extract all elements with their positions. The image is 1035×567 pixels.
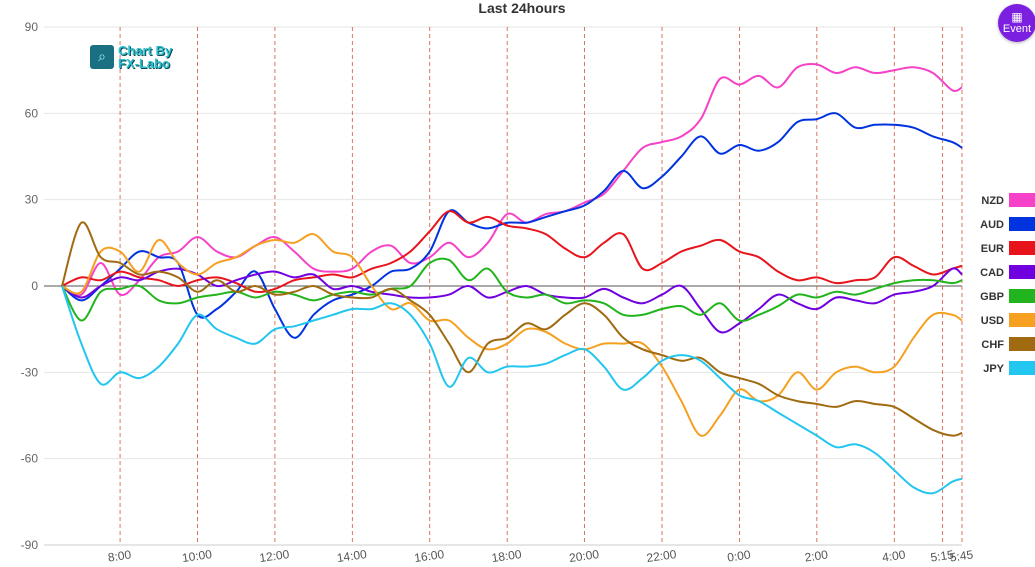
y-tick-label: 90 bbox=[25, 20, 39, 34]
legend-swatch bbox=[1009, 289, 1035, 303]
x-tick-label: 4:00 bbox=[881, 547, 906, 564]
event-button-label: Event bbox=[1002, 23, 1032, 35]
legend-item-aud[interactable]: AUD bbox=[980, 217, 1035, 231]
legend-swatch bbox=[1009, 337, 1035, 351]
legend-label: CAD bbox=[980, 267, 1004, 279]
x-tick-label: 5:15 bbox=[930, 547, 955, 564]
logo-line2: FX-Labo bbox=[118, 56, 170, 71]
chart-magnifier-icon: ⌕ bbox=[90, 45, 114, 69]
legend-item-eur[interactable]: EUR bbox=[981, 241, 1035, 255]
series-layer bbox=[61, 62, 963, 495]
legend-item-gbp[interactable]: GBP bbox=[980, 289, 1035, 303]
legend-swatch bbox=[1009, 217, 1035, 231]
legend-item-cad[interactable]: CAD bbox=[980, 265, 1035, 279]
y-tick-label: -90 bbox=[21, 538, 39, 552]
legend-label: USD bbox=[981, 315, 1004, 327]
x-tick-label: 8:00 bbox=[107, 547, 132, 564]
grid: 90 60 30 0 -30 -60 -90 8:00 10:00 12:00 14:00 16:00… bbox=[21, 20, 975, 565]
x-tick-label: 2:00 bbox=[804, 547, 829, 564]
y-tick-label: 60 bbox=[25, 106, 39, 120]
x-tick-label: 16:00 bbox=[413, 547, 445, 565]
series-line-cad bbox=[61, 267, 963, 334]
series-line-gbp bbox=[61, 257, 963, 322]
x-tick-label: 20:00 bbox=[568, 547, 600, 565]
series-line-nzd bbox=[61, 62, 963, 297]
legend-swatch bbox=[1009, 265, 1035, 279]
y-tick-label: 0 bbox=[31, 279, 38, 293]
logo-line1: Chart By bbox=[118, 43, 173, 58]
x-tick-label: 14:00 bbox=[336, 547, 368, 565]
series-line-jpy bbox=[61, 285, 963, 495]
series-line-chf bbox=[61, 221, 963, 437]
chart-title: Last 24hours bbox=[478, 0, 565, 16]
x-tick-label: 22:00 bbox=[646, 547, 678, 565]
legend-swatch bbox=[1009, 361, 1035, 375]
legend-item-jpy[interactable]: JPY bbox=[983, 361, 1035, 375]
calendar-icon: ▦ bbox=[1011, 10, 1023, 24]
legend-item-chf[interactable]: CHF bbox=[981, 337, 1035, 351]
series-line-usd bbox=[61, 233, 963, 437]
series-line-aud bbox=[61, 112, 963, 339]
logo: ⌕ Chart By FX-Labo bbox=[90, 44, 172, 70]
x-tick-label: 10:00 bbox=[181, 547, 213, 565]
legend-swatch bbox=[1009, 313, 1035, 327]
x-tick-label: 5:45 bbox=[949, 547, 974, 564]
series-line-eur bbox=[61, 210, 963, 294]
x-tick-label: 0:00 bbox=[726, 547, 751, 564]
x-tick-label: 18:00 bbox=[491, 547, 523, 565]
legend[interactable]: NZD AUD EUR CAD GBP USD CHF JPY bbox=[980, 193, 1035, 375]
y-tick-label: -30 bbox=[21, 365, 39, 379]
y-tick-label: -60 bbox=[21, 452, 39, 466]
legend-label: CHF bbox=[981, 339, 1004, 351]
event-button[interactable]: ▦ Event bbox=[998, 4, 1035, 42]
legend-label: AUD bbox=[980, 219, 1004, 231]
legend-item-nzd[interactable]: NZD bbox=[981, 193, 1035, 207]
y-tick-label: 30 bbox=[25, 193, 39, 207]
legend-label: NZD bbox=[981, 195, 1004, 207]
legend-swatch bbox=[1009, 193, 1035, 207]
x-tick-label: 12:00 bbox=[259, 547, 291, 565]
legend-label: GBP bbox=[980, 291, 1004, 303]
legend-label: JPY bbox=[983, 363, 1004, 375]
legend-item-usd[interactable]: USD bbox=[981, 313, 1035, 327]
legend-swatch bbox=[1009, 241, 1035, 255]
legend-label: EUR bbox=[981, 243, 1004, 255]
